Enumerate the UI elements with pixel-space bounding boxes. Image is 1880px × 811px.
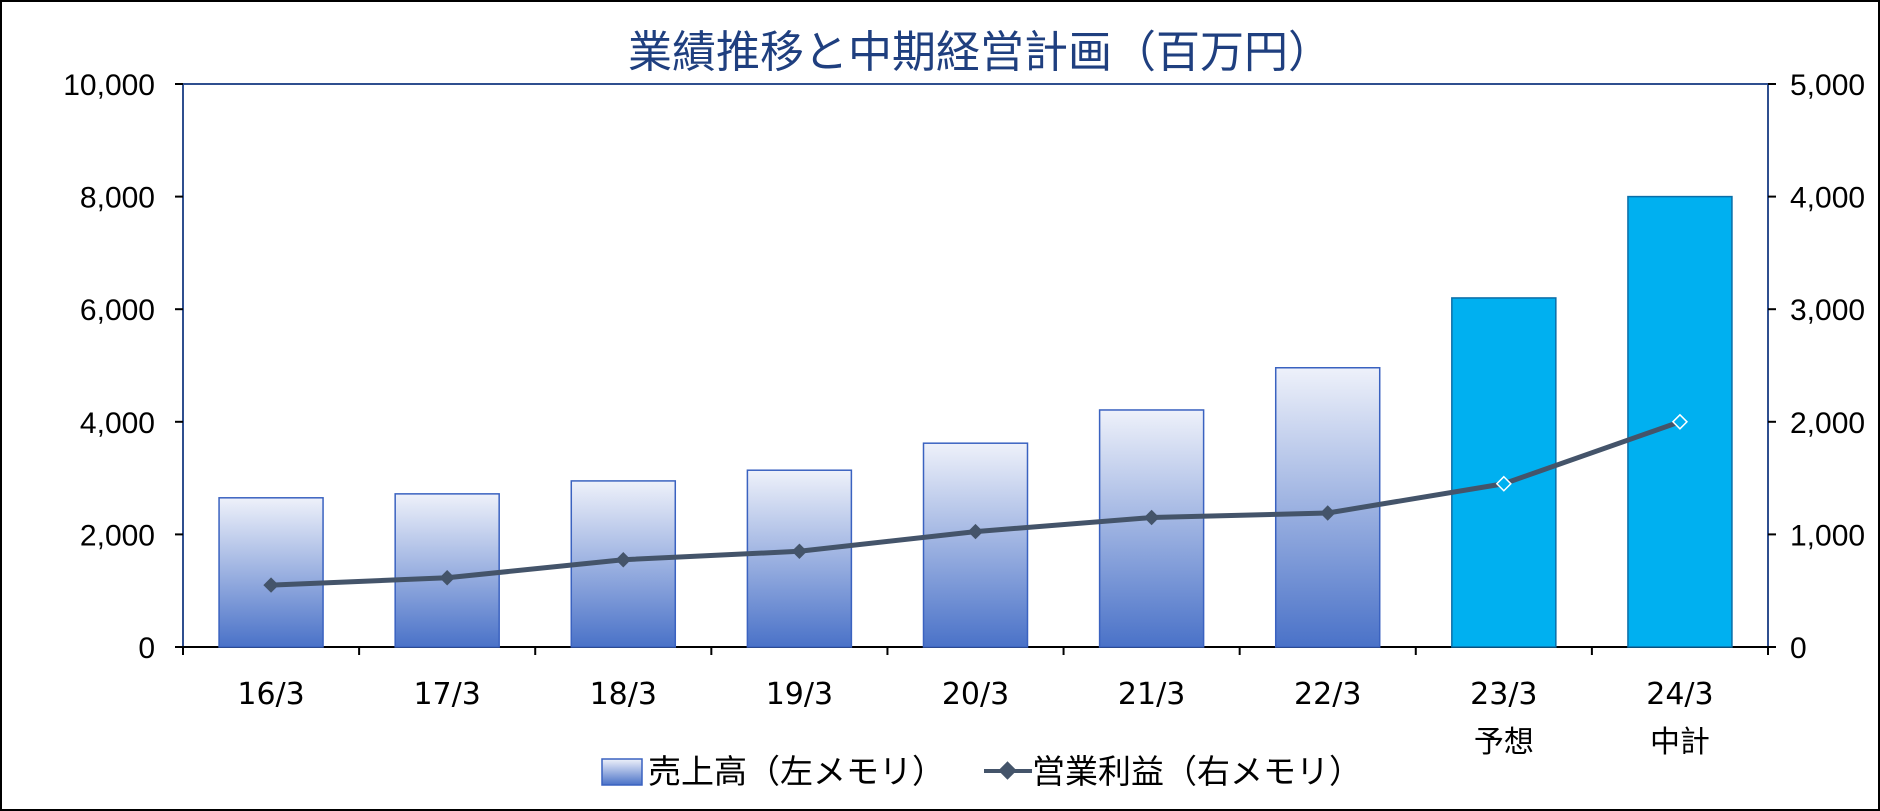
y-left-tick-label: 6,000 bbox=[80, 294, 155, 327]
x-category-label: 19/3 bbox=[766, 677, 833, 712]
x-category-label: 16/3 bbox=[237, 677, 304, 712]
plot-area: 0 2,000 4,000 6,000 8,000 10,000 0 1,000 2,000 3,… bbox=[63, 69, 1865, 760]
y-left-tick-label: 10,000 bbox=[63, 69, 155, 102]
x-category-label: 17/3 bbox=[413, 677, 480, 712]
point-operating-profit bbox=[263, 577, 279, 593]
point-operating-profit bbox=[1495, 475, 1512, 492]
legend: 売上高（左メモリ） 営業利益（右メモリ） bbox=[601, 752, 1362, 791]
x-category-label: 20/3 bbox=[942, 677, 1009, 712]
y-right-tick-label: 3,000 bbox=[1790, 294, 1865, 327]
point-operating-profit bbox=[1320, 505, 1336, 521]
bar-sales bbox=[922, 442, 1029, 648]
point-operating-profit bbox=[1671, 413, 1689, 430]
chart-title: 業績推移と中期経営計画（百万円） bbox=[628, 27, 1332, 78]
bar-sales bbox=[218, 497, 324, 648]
y-right-tick-label: 4,000 bbox=[1790, 182, 1865, 215]
point-operating-profit bbox=[1143, 509, 1160, 526]
x-category-label: 24/3 bbox=[1646, 677, 1713, 712]
point-operating-profit bbox=[791, 543, 808, 559]
y-right-tick-label: 1,000 bbox=[1790, 519, 1865, 552]
y-left-tick-label: 4,000 bbox=[80, 407, 155, 440]
legend-swatch-sales bbox=[601, 758, 643, 786]
x-category-label: 18/3 bbox=[590, 677, 657, 712]
legend-label-operating-profit: 営業利益（右メモリ） bbox=[1032, 752, 1362, 791]
y-right-tick-label: 0 bbox=[1790, 632, 1807, 665]
y-left-tick-label: 2,000 bbox=[80, 519, 155, 552]
x-category-label: 22/3 bbox=[1294, 677, 1361, 712]
legend-label-sales: 売上高（左メモリ） bbox=[648, 752, 945, 791]
bar-sales bbox=[1098, 409, 1205, 648]
legend-marker-operating-profit bbox=[998, 761, 1017, 780]
y-left-tick-label: 8,000 bbox=[80, 182, 155, 215]
point-operating-profit bbox=[615, 552, 631, 568]
y-left-tick-label: 0 bbox=[138, 632, 155, 665]
x-category-label: 23/3 bbox=[1470, 677, 1537, 712]
x-category-sublabel: 中計 bbox=[1650, 725, 1710, 760]
point-operating-profit bbox=[967, 523, 984, 540]
x-category-sublabel: 予想 bbox=[1474, 725, 1534, 760]
point-operating-profit bbox=[439, 570, 455, 586]
y-right-tick-label: 5,000 bbox=[1790, 69, 1865, 102]
x-category-label: 21/3 bbox=[1118, 677, 1185, 712]
y-right-tick-label: 2,000 bbox=[1790, 407, 1865, 440]
